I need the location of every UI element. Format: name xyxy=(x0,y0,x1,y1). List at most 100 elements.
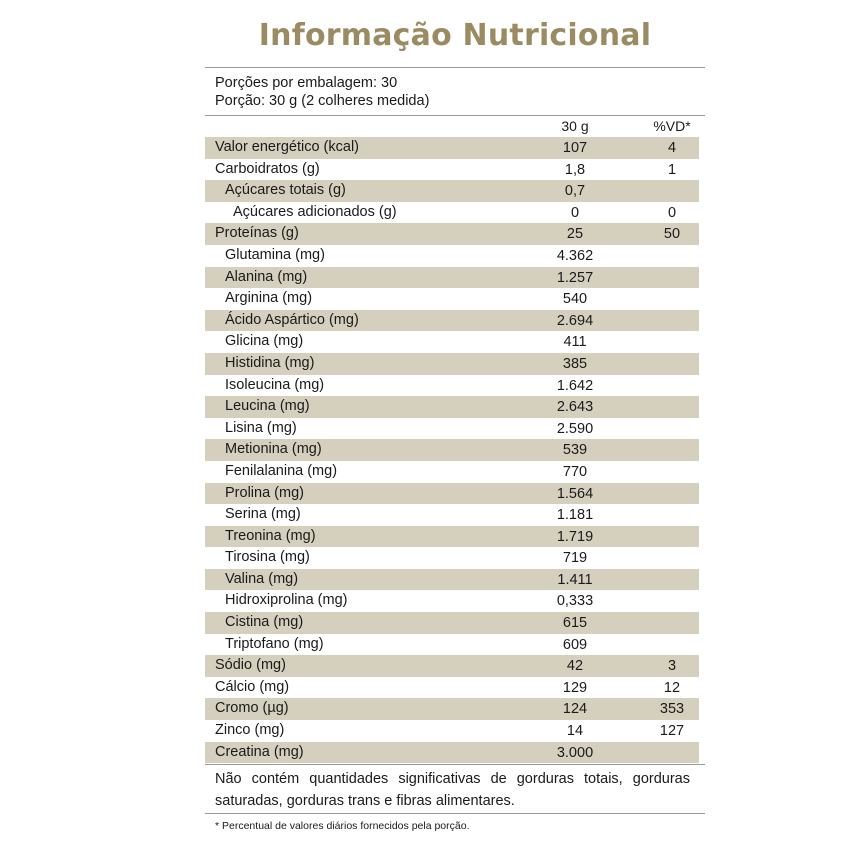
nutrient-value: 1.181 xyxy=(556,507,594,524)
nutrient-value: 25 xyxy=(566,226,584,243)
footnote: * Percentual de valores diários fornecid… xyxy=(215,820,470,832)
nutrient-daily-value: 3 xyxy=(667,658,677,675)
nutrient-daily-value: 1 xyxy=(667,161,677,178)
nutrient-value: 609 xyxy=(562,636,588,653)
table-row: Açúcares totais (g) 0,7 xyxy=(205,180,699,202)
nutrient-name: Arginina (mg) xyxy=(225,290,313,307)
servings-per-package: Porções por embalagem: 30 xyxy=(215,75,398,91)
disclaimer-note: Não contém quantidades significativas de… xyxy=(215,771,690,809)
table-row: Cistina (mg) 615 xyxy=(205,612,699,634)
nutrient-value: 1.642 xyxy=(556,377,594,394)
table-row: Metionina (mg) 539 xyxy=(205,439,699,461)
table-row: Açúcares adicionados (g) 0 0 xyxy=(205,202,699,224)
nutrient-value: 1.719 xyxy=(556,528,594,545)
serving-size: Porção: 30 g (2 colheres medida) xyxy=(215,93,430,109)
table-row: Ácido Aspártico (mg) 2.694 xyxy=(205,309,699,332)
nutrient-name: Histidina (mg) xyxy=(225,354,315,371)
table-row: Cromo (µg) 124 353 xyxy=(205,698,699,721)
table-row: Leucina (mg) 2.643 xyxy=(205,396,699,418)
table-row: Arginina (mg) 540 xyxy=(205,288,699,310)
table-row: Creatina (mg) 3.000 xyxy=(205,741,699,764)
nutrient-name: Alanina (mg) xyxy=(225,268,308,285)
nutrient-value: 385 xyxy=(562,355,588,372)
nutrient-value: 0 xyxy=(570,204,580,221)
nutrient-name: Metionina (mg) xyxy=(225,441,322,458)
table-row: Tirosina (mg) 719 xyxy=(205,547,699,569)
nutrient-name: Zinco (mg) xyxy=(215,722,285,739)
nutrient-name: Lisina (mg) xyxy=(225,419,297,436)
nutrient-name: Triptofano (mg) xyxy=(225,635,324,652)
nutrient-name: Creatina (mg) xyxy=(215,743,304,760)
nutrient-name: Serina (mg) xyxy=(225,506,301,523)
nutrient-name: Glicina (mg) xyxy=(225,333,304,350)
nutrient-value: 0,7 xyxy=(564,183,586,200)
nutrient-value: 0,333 xyxy=(556,593,594,610)
nutrient-daily-value: 4 xyxy=(667,140,677,156)
nutrient-name: Treonina (mg) xyxy=(225,527,316,544)
table-row: Valina (mg) 1.411 xyxy=(205,568,699,591)
table-row: Glicina (mg) 411 xyxy=(205,331,699,353)
nutrient-value: 2.643 xyxy=(556,399,594,416)
nutrient-name: Isoleucina (mg) xyxy=(225,376,325,393)
nutrient-value: 129 xyxy=(562,679,588,696)
divider-info xyxy=(205,115,705,116)
nutrient-name: Carboidratos (g) xyxy=(215,160,320,177)
table-row: Cálcio (mg) 129 12 xyxy=(205,677,699,699)
table-row: Hidroxiprolina (mg) 0,333 xyxy=(205,590,699,612)
nutrient-daily-value: 127 xyxy=(659,723,685,740)
nutrient-value: 1.411 xyxy=(557,571,593,588)
nutrient-name: Cromo (µg) xyxy=(215,700,289,717)
nutrient-value: 2.694 xyxy=(556,312,594,329)
nutrient-daily-value: 12 xyxy=(663,679,681,696)
table-row: Histidina (mg) 385 xyxy=(205,352,699,375)
nutrient-value: 1.564 xyxy=(556,485,594,502)
nutrient-value: 411 xyxy=(563,334,587,351)
nutrient-value: 719 xyxy=(562,550,588,567)
nutrient-value: 539 xyxy=(562,442,588,459)
divider-bottom xyxy=(205,764,705,765)
nutrient-name: Leucina (mg) xyxy=(225,398,310,415)
label-title: Informação Nutricional xyxy=(258,18,652,53)
nutrient-name: Açúcares totais (g) xyxy=(225,182,346,199)
table-row: Proteínas (g) 25 50 xyxy=(205,223,699,245)
nutrient-value: 107 xyxy=(562,140,588,156)
nutrient-value: 615 xyxy=(562,615,588,632)
table-row: Fenilalanina (mg) 770 xyxy=(205,461,699,483)
nutrient-daily-value: 50 xyxy=(663,226,681,243)
table-row: Zinco (mg) 14 127 xyxy=(205,720,699,742)
nutrient-name: Ácido Aspártico (mg) xyxy=(225,311,359,328)
table-row: Serina (mg) 1.181 xyxy=(205,504,699,526)
nutrient-value: 42 xyxy=(566,658,584,675)
nutrient-value: 770 xyxy=(562,463,588,480)
nutrient-value: 3.000 xyxy=(556,744,594,761)
table-row: Lisina (mg) 2.590 xyxy=(205,418,699,440)
nutrient-daily-value: 353 xyxy=(659,701,685,718)
nutrient-name: Fenilalanina (mg) xyxy=(225,462,338,479)
table-row: Glutamina (mg) 4.362 xyxy=(205,245,699,267)
nutrient-value: 1,8 xyxy=(564,161,586,178)
nutrient-name: Valor energético (kcal) xyxy=(215,139,359,155)
table-row: Triptofano (mg) 609 xyxy=(205,634,699,656)
nutrient-name: Hidroxiprolina (mg) xyxy=(225,592,348,609)
nutrient-name: Sódio (mg) xyxy=(215,657,286,674)
column-header-dv: %VD* xyxy=(653,118,691,134)
table-row: Carboidratos (g) 1,8 1 xyxy=(205,159,699,181)
nutrient-daily-value: 0 xyxy=(667,204,677,221)
nutrition-table: Valor energético (kcal) 107 4 Carboidratos … xyxy=(205,137,699,764)
nutrient-value: 2.590 xyxy=(556,420,594,437)
table-row: Valor energético (kcal) 107 4 xyxy=(205,137,699,159)
nutrient-value: 14 xyxy=(566,723,584,740)
nutrient-name: Cistina (mg) xyxy=(225,614,304,631)
nutrient-value: 4.362 xyxy=(556,247,594,264)
table-row: Treonina (mg) 1.719 xyxy=(205,525,699,548)
nutrient-name: Cálcio (mg) xyxy=(215,678,290,695)
nutrient-value: 124 xyxy=(562,701,588,718)
divider-footnote xyxy=(205,813,705,814)
nutrient-name: Prolina (mg) xyxy=(225,484,304,501)
table-row: Isoleucina (mg) 1.642 xyxy=(205,375,699,397)
table-row: Prolina (mg) 1.564 xyxy=(205,482,699,505)
nutrient-value: 540 xyxy=(562,291,588,308)
nutrient-name: Valina (mg) xyxy=(225,570,299,587)
nutrient-value: 1.257 xyxy=(556,269,594,286)
column-header-amount: 30 g xyxy=(561,118,589,134)
